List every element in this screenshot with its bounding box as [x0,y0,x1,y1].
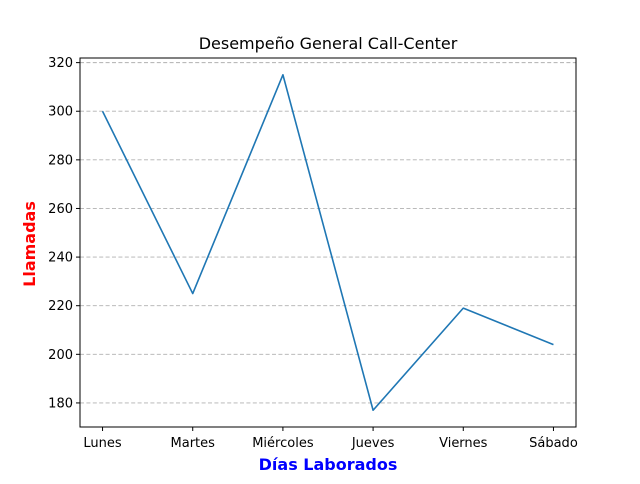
x-tick-label: Miércoles [252,436,314,451]
x-tick-label: Sábado [529,436,578,451]
x-tick-label: Jueves [351,436,395,451]
y-tick-label: 300 [48,105,73,120]
y-tick-label: 260 [48,202,73,217]
chart-title: Desempeño General Call-Center [199,34,458,53]
plot-frame [79,57,577,428]
y-tick-label: 320 [48,56,73,71]
data-series [101,73,554,412]
y-tick-label: 180 [48,396,73,411]
y-tick-label: 200 [48,348,73,363]
gridlines [80,62,576,404]
axes: 180 200 220 240 260 280 300 320 Lunes Martes Miérc… [48,56,578,451]
y-tick-label: 220 [48,299,73,314]
y-tick-label: 240 [48,251,73,266]
x-tick-label: Viernes [439,436,488,451]
x-tick-label: Martes [171,436,216,451]
x-tick-label: Lunes [83,436,121,451]
series-line [101,73,554,412]
x-axis-label: Días Laborados [259,455,398,474]
y-axis-label: Llamadas [20,201,39,287]
y-tick-label: 280 [48,153,73,168]
